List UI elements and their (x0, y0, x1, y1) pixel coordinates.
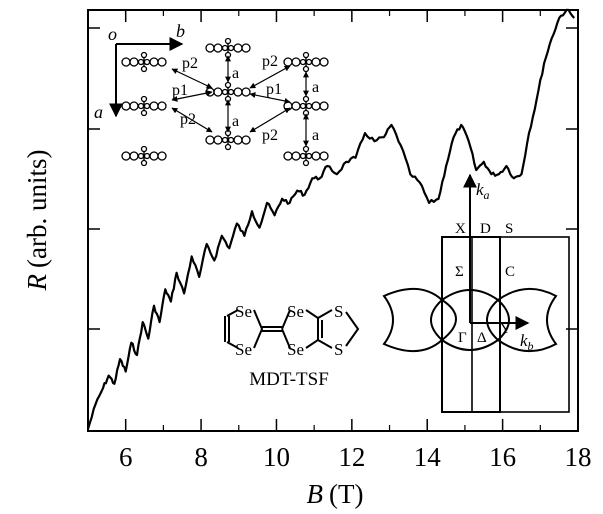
atom-label: Se (287, 302, 304, 321)
bond-label: a (232, 65, 239, 82)
resistance-curve (86, 8, 576, 430)
bond-arrow (171, 90, 213, 102)
x-tick-label: 8 (194, 442, 208, 472)
ka-label: ka (476, 180, 490, 202)
bond-arrow (171, 107, 213, 133)
x-tick-label: 16 (489, 442, 516, 472)
b-axis-label: b (176, 21, 185, 41)
molecule-glyph (205, 81, 251, 103)
molecule-bonds (224, 309, 360, 349)
a-axis-label: a (94, 102, 103, 122)
bond-arrow (249, 92, 291, 104)
molecule-glyph (283, 51, 329, 73)
atom-label: Se (235, 340, 252, 359)
molecule-name: MDT-TSF (249, 369, 329, 390)
bond-arrow (249, 65, 291, 89)
point-label: D (480, 221, 491, 237)
bond-arrow (171, 68, 213, 89)
bond-label: a (232, 113, 239, 130)
x-axis-ticks: 6 8 10 12 14 16 18 (87, 10, 592, 472)
point-label: C (505, 264, 515, 280)
bond-label: p2 (182, 55, 198, 72)
atom-label: Se (235, 302, 252, 321)
bond-label: a (312, 127, 319, 144)
x-tick-label: 10 (263, 442, 290, 472)
plot-frame (87, 9, 579, 432)
point-label: Δ (477, 330, 487, 346)
point-label: S (505, 221, 513, 237)
x-tick-label: 14 (414, 442, 442, 472)
bond-label: p2 (180, 111, 196, 128)
x-tick-label: 18 (565, 442, 592, 472)
y-axis-unit: (arb. units) (22, 150, 52, 268)
molecule-glyph (121, 95, 167, 117)
molecule-glyph (205, 37, 251, 59)
y-axis-label: R (arb. units) (22, 150, 52, 292)
bond-arrow (249, 107, 291, 133)
molecule-glyph (205, 129, 251, 151)
atom-label: Se (287, 340, 304, 359)
molecule-glyph (121, 145, 167, 167)
kb-label: kb (520, 331, 534, 353)
crystal-structure-inset: o b a p2 p1 a p2 a p2 p1 a p2 a (94, 21, 329, 167)
molecule-glyph (283, 145, 329, 167)
y-axis-symbol: R (22, 273, 52, 291)
origin-label: o (108, 24, 117, 44)
x-axis-symbol: B (307, 479, 324, 509)
fermi-surface-inset: X D S Σ C Γ Δ Y ka kb (382, 173, 570, 413)
bond-label: a (312, 79, 319, 96)
molecule-glyphs (121, 37, 329, 167)
atom-label: S (334, 302, 343, 321)
molecule-glyph (283, 95, 329, 117)
brillouin-zone-frame (471, 236, 570, 413)
point-label: Σ (455, 264, 464, 280)
bond-label: p1 (266, 81, 282, 98)
mdt-tsf-molecule-inset: Se Se Se Se S S MDT-TSF (224, 302, 360, 390)
x-axis-label: B (T) (307, 479, 364, 509)
point-label: X (455, 221, 466, 237)
atom-label: S (334, 340, 343, 359)
point-label: Y (500, 321, 511, 337)
y-axis-ticks (88, 27, 578, 330)
molecule-glyph (121, 51, 167, 73)
bond-label: p2 (262, 127, 278, 144)
bond-label: p2 (262, 53, 278, 70)
x-tick-label: 12 (338, 442, 365, 472)
bond-label: p1 (172, 82, 188, 99)
point-label: Γ (458, 330, 467, 346)
x-axis-unit: (T) (329, 479, 363, 509)
x-tick-label: 6 (119, 442, 133, 472)
